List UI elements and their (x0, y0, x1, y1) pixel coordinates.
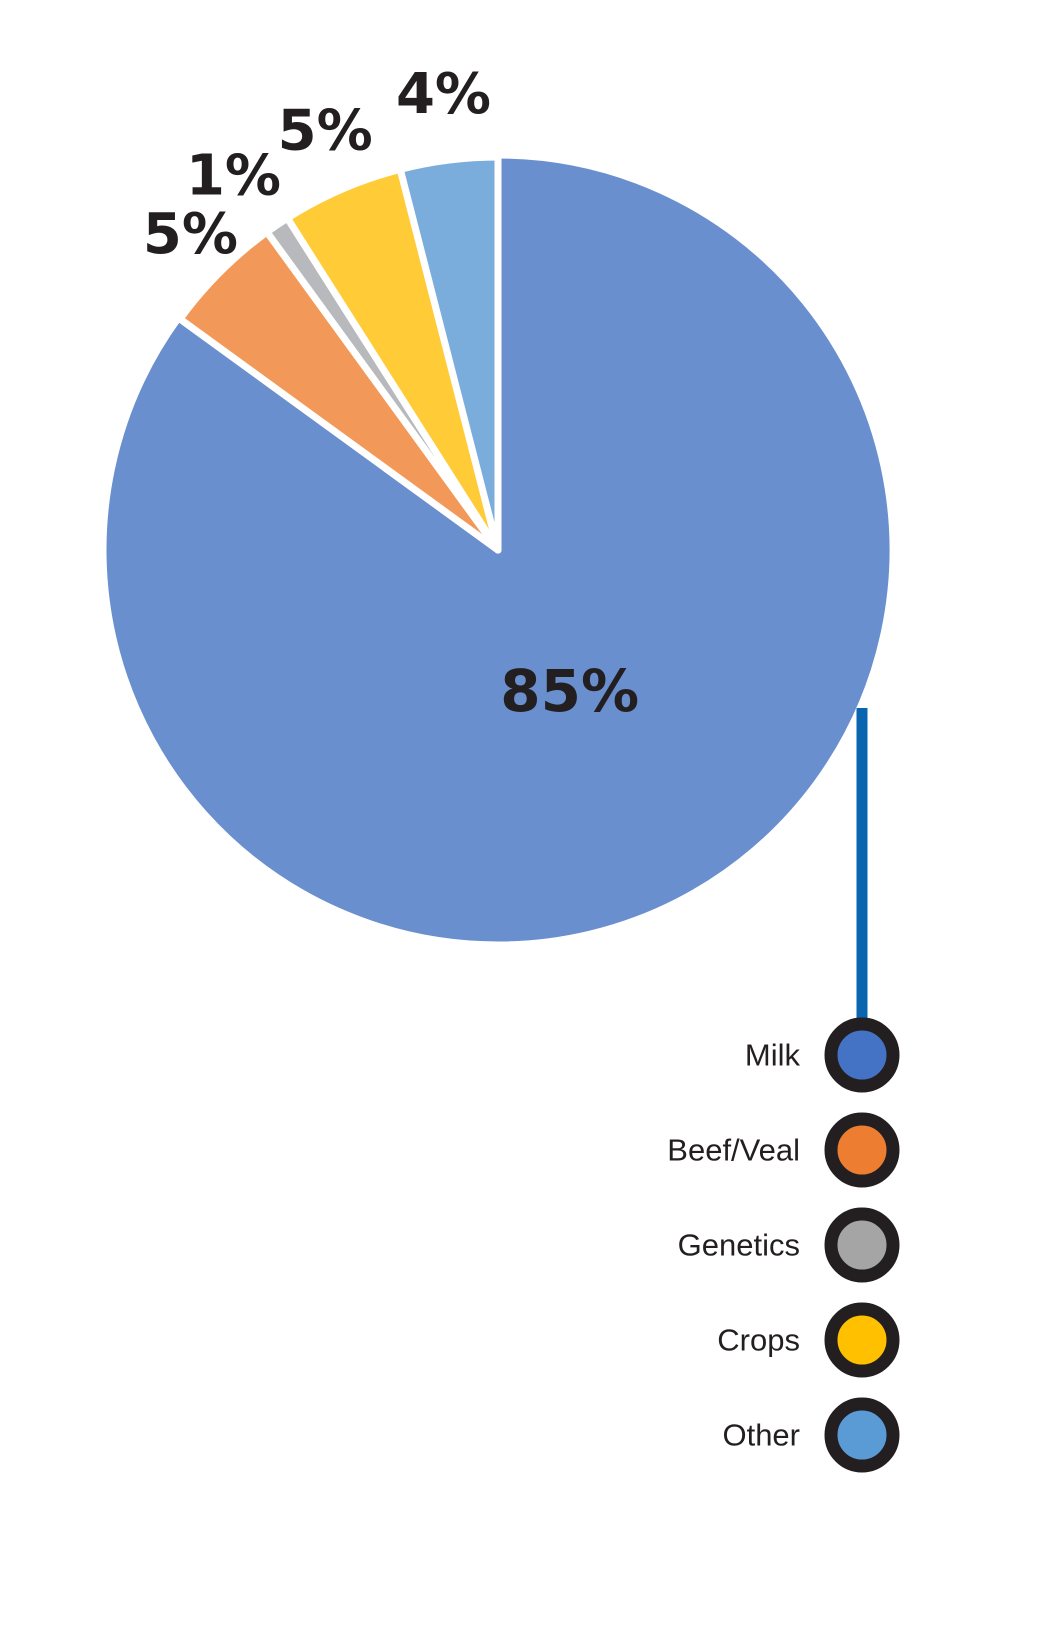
pie-label-beef-veal: 5% (143, 202, 238, 267)
pie-label-milk: 85% (500, 657, 639, 725)
pie-label-other: 4% (396, 62, 491, 127)
legend-label-crops: Crops (717, 1323, 800, 1358)
pie-labels: 85% 5%1%5% 4% (143, 62, 639, 725)
pie-slices (99, 151, 897, 949)
legend-swatch-genetics (824, 1207, 900, 1283)
legend-swatch-crops (824, 1302, 900, 1378)
legend-swatch-other (824, 1397, 900, 1473)
legend-label-other: Other (722, 1418, 800, 1453)
legend-label-beef-veal: Beef/Veal (667, 1133, 800, 1168)
pie-label-crops: 5% (278, 98, 373, 163)
legend-label-milk: Milk (745, 1038, 801, 1073)
legend-label-genetics: Genetics (678, 1228, 800, 1263)
pie-slice-other (396, 153, 502, 554)
legend-swatch-beef-veal (824, 1112, 900, 1188)
pie-label-genetics: 1% (186, 144, 281, 209)
legend-swatch-milk (824, 1017, 900, 1093)
legend: Milk Beef/Veal Genetics Crops Other (667, 1017, 900, 1473)
